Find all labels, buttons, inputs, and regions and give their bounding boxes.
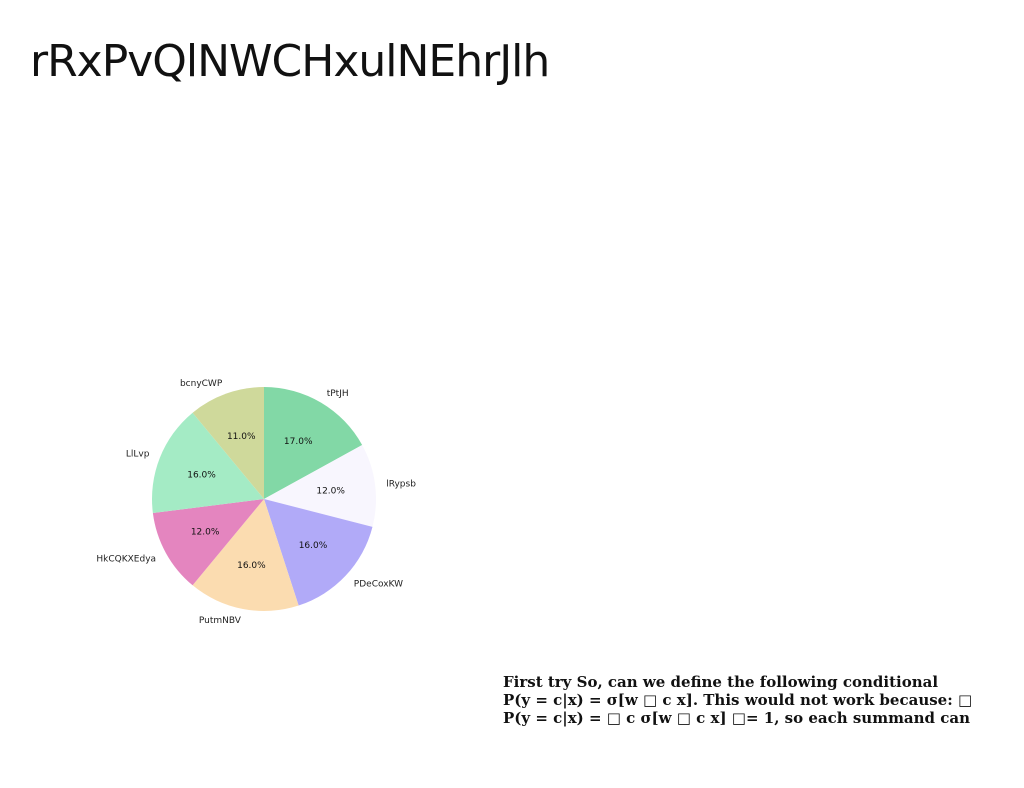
slice-category-label: LlLvp xyxy=(126,450,150,460)
slice-category-label: PutmNBV xyxy=(199,616,242,626)
pie-slice-tPtJH xyxy=(264,387,363,499)
slice-category-label: bcnyCWP xyxy=(180,379,223,389)
slide-title: rRxPvQlNWCHxulNEhrJlh xyxy=(30,36,550,87)
slice-percent-label: 16.0% xyxy=(299,541,328,551)
slice-category-label: tPtJH xyxy=(327,389,349,399)
pie-slice-PDeCoxKW xyxy=(264,499,373,606)
note-text-block: First try So, can we define the followin… xyxy=(503,673,1024,727)
slice-percent-label: 16.0% xyxy=(187,470,216,480)
note-line: P(y = c|x) = σ[w □ c x]. This would not … xyxy=(503,691,973,709)
pie-chart: 17.0% tPtJH 12.0% lRypsb 16.0% PDeCoxKW 16.0% P… xyxy=(80,370,450,630)
note-line: P(y = c|x) = □ c σ[w □ c x] □= 1, so eac… xyxy=(503,709,971,727)
slice-percent-label: 16.0% xyxy=(237,561,266,571)
pie-slice-LlLvp xyxy=(152,412,264,514)
slice-percent-label: 11.0% xyxy=(227,432,256,442)
slice-category-label: HkCQKXEdya xyxy=(96,554,156,564)
slice-percent-label: 12.0% xyxy=(191,527,220,537)
pie-slice-HkCQKXEdya xyxy=(152,499,264,586)
slice-category-label: lRypsb xyxy=(386,480,416,490)
pie-chart-svg: 17.0% tPtJH 12.0% lRypsb 16.0% PDeCoxKW 16.0% P… xyxy=(96,379,416,626)
slice-category-label: PDeCoxKW xyxy=(354,579,403,589)
slice-percent-label: 12.0% xyxy=(316,487,345,497)
note-line: First try So, can we define the followin… xyxy=(503,673,939,691)
pie-slice-lRypsb xyxy=(264,445,377,527)
pie-slice-bcnyCWP xyxy=(192,387,264,499)
pie-slice-PutmNBV xyxy=(192,499,299,611)
slice-percent-label: 17.0% xyxy=(284,437,313,447)
